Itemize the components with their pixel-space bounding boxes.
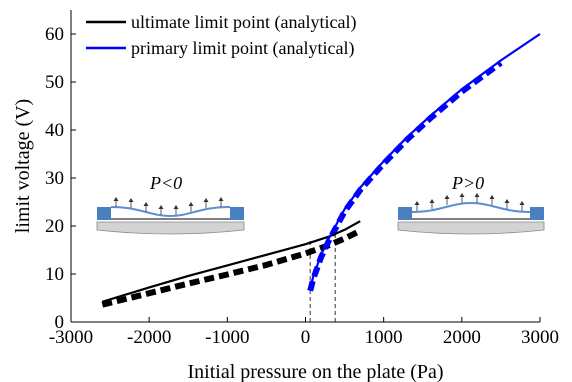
inset-positive-pressure: P>0: [397, 173, 545, 235]
membrane-right: [411, 201, 531, 213]
legend: ultimate limit point (analytical) primar…: [86, 12, 356, 59]
pressure-arrowhead: [474, 193, 480, 197]
pressure-arrowhead: [128, 198, 134, 202]
legend-label-primary: primary limit point (analytical): [131, 38, 354, 59]
x-tick-label: 3000: [521, 327, 559, 348]
pressure-arrowhead: [113, 197, 119, 201]
plate-base-left: [96, 221, 245, 235]
x-tick-label: -2000: [127, 327, 171, 348]
x-tick-label: 1000: [365, 327, 403, 348]
series-line-1: [309, 33, 541, 289]
membrane-left: [110, 206, 231, 218]
inset-label-negative: P<0: [149, 173, 182, 193]
pressure-arrowhead: [203, 198, 209, 202]
y-tick-label: 60: [45, 24, 64, 45]
x-tick-label: -3000: [49, 327, 93, 348]
anchor-left-2: [230, 207, 244, 220]
arrows-positive: [414, 193, 525, 211]
pressure-arrowhead: [519, 201, 525, 205]
y-tick-label: 40: [45, 120, 64, 141]
pressure-arrowhead: [444, 195, 450, 199]
pressure-arrowhead: [414, 201, 420, 205]
series-dashed-2: [101, 228, 362, 308]
y-tick-label: 50: [45, 72, 64, 93]
pressure-arrowhead: [429, 199, 435, 203]
anchor-right-2: [530, 207, 544, 220]
x-tick-label: 0: [301, 327, 311, 348]
pressure-arrowhead: [173, 205, 179, 209]
x-axis-label: Initial pressure on the plate (Pa): [187, 361, 443, 382]
plate-base-right: [397, 221, 545, 235]
y-tick-label: 0: [55, 312, 65, 333]
y-tick-label: 30: [45, 168, 64, 189]
series-layer: [101, 33, 541, 308]
axes: -3000 -2000 -1000 0 1000 2000 3000 0 10 20 30 40 50 6…: [12, 10, 559, 382]
x-tick-label: -1000: [205, 327, 249, 348]
pressure-arrowhead: [218, 197, 224, 201]
pressure-arrowhead: [489, 195, 495, 199]
pressure-arrowhead: [504, 199, 510, 203]
pressure-arrowhead: [459, 193, 465, 197]
pressure-arrowhead: [158, 205, 164, 209]
series-line-0: [101, 220, 361, 303]
anchor-right-1: [398, 207, 412, 220]
legend-label-ultimate: ultimate limit point (analytical): [131, 12, 356, 33]
anchor-left-1: [97, 207, 111, 220]
pressure-arrowhead: [143, 202, 149, 206]
x-tick-label: 2000: [443, 327, 481, 348]
y-tick-label: 10: [45, 264, 64, 285]
arrows-negative: [113, 197, 224, 215]
y-tick-label: 20: [45, 216, 64, 237]
inset-negative-pressure: P<0: [96, 173, 245, 235]
pressure-arrowhead: [188, 202, 194, 206]
inset-label-positive: P>0: [451, 173, 484, 193]
y-axis-label: limit voltage (V): [12, 99, 34, 233]
reference-lines: [309, 233, 336, 322]
